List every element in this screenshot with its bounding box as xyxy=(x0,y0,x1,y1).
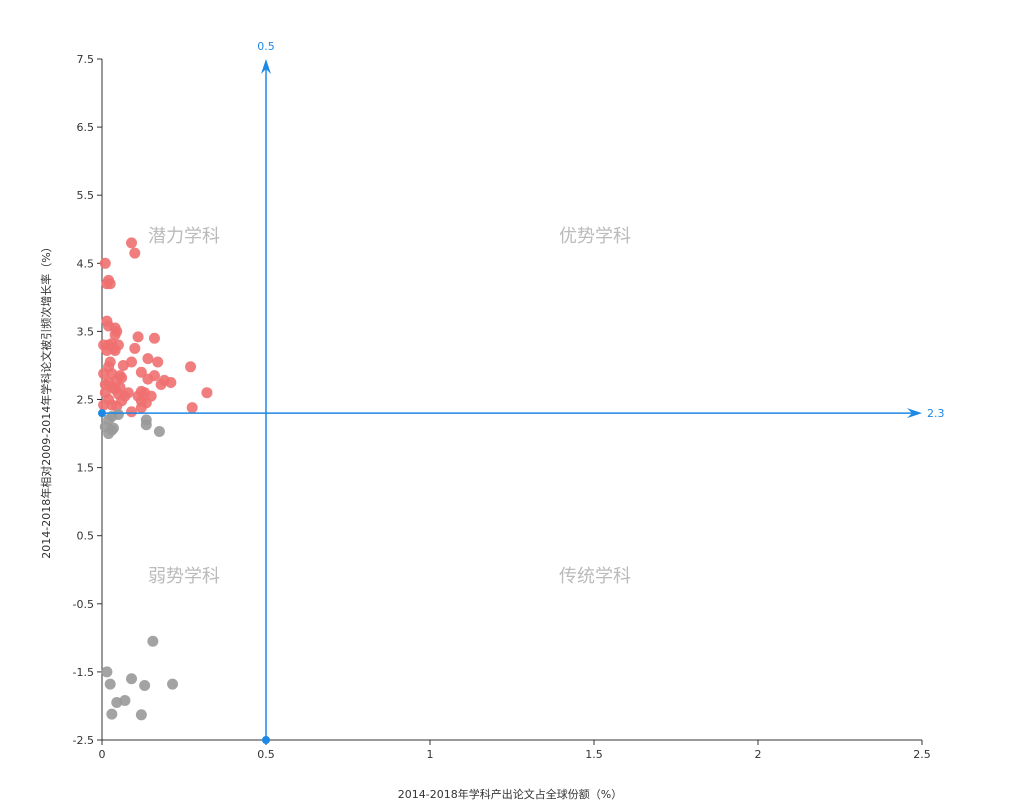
x-tick-label: 1 xyxy=(427,748,434,761)
y-tick-label: -2.5 xyxy=(73,734,94,747)
y-tick-label: 2.5 xyxy=(77,394,95,407)
data-point-below xyxy=(147,635,159,647)
data-point-above xyxy=(165,376,177,388)
y-tick-label: 4.5 xyxy=(77,257,95,270)
x-tick-label: 2 xyxy=(755,748,762,761)
x-tick-label: 0.5 xyxy=(257,748,275,761)
data-point-above xyxy=(129,342,141,354)
reference-lines: 0.5 2.3 xyxy=(98,40,945,744)
x-tick-label: 0 xyxy=(99,748,106,761)
y-tick-label: 0.5 xyxy=(77,530,95,543)
data-point-above xyxy=(185,361,197,373)
data-point-below xyxy=(153,426,165,438)
data-point-above xyxy=(99,257,111,269)
data-point-below xyxy=(119,695,131,707)
data-point-above xyxy=(109,329,121,341)
data-point-above xyxy=(126,237,138,249)
reference-arrow-horizontal xyxy=(907,408,922,419)
quadrant-label-bottom-right: 传统学科 xyxy=(559,566,631,587)
data-point-above xyxy=(201,387,213,399)
reference-label-vertical: 0.5 xyxy=(257,40,275,53)
data-point-below xyxy=(103,428,115,440)
data-point-below xyxy=(140,419,152,431)
y-tick-label: 3.5 xyxy=(77,325,95,338)
reference-start-dot-vertical xyxy=(262,736,270,744)
y-tick-label: 5.5 xyxy=(77,189,95,202)
x-axis-title: 2014-2018年学科产出论文占全球份额（%） xyxy=(398,787,622,800)
y-tick-label: 1.5 xyxy=(77,462,95,475)
data-point-below xyxy=(135,709,147,721)
data-point-above xyxy=(155,379,167,391)
reference-arrow-vertical xyxy=(261,59,271,74)
data-point-above xyxy=(148,332,160,344)
data-point-above xyxy=(104,278,116,290)
data-point-above xyxy=(152,356,164,368)
data-point-above xyxy=(142,373,154,385)
quadrant-label-top-right: 优势学科 xyxy=(559,226,631,247)
data-point-below xyxy=(167,678,179,690)
quadrant-label-bottom-left: 弱势学科 xyxy=(148,566,220,587)
data-point-below xyxy=(104,678,116,690)
y-tick-label: -1.5 xyxy=(73,666,94,679)
data-point-below xyxy=(101,666,113,678)
data-point-above xyxy=(135,366,147,378)
data-point-above xyxy=(126,406,138,418)
reference-label-horizontal: 2.3 xyxy=(927,407,945,420)
data-point-below xyxy=(126,673,138,685)
x-tick-label: 1.5 xyxy=(585,748,603,761)
data-point-above xyxy=(129,247,141,259)
quadrant-label-top-left: 潜力学科 xyxy=(148,226,220,247)
data-point-above xyxy=(117,359,129,371)
data-point-above xyxy=(111,400,123,412)
data-point-above xyxy=(142,353,154,365)
axes-layer: -2.5 -1.5 -0.5 0.5 1.5 2.5 3.5 4.5 5.5 6.5 7.5 0 0.5… xyxy=(73,53,931,761)
data-point-above xyxy=(109,344,121,356)
y-tick-label: 7.5 xyxy=(77,53,95,66)
data-point-above xyxy=(132,331,144,343)
x-tick-label: 2.5 xyxy=(913,748,931,761)
data-point-above xyxy=(186,402,198,414)
data-point-above xyxy=(98,368,110,380)
data-point-above xyxy=(98,399,110,411)
data-points xyxy=(98,237,213,721)
y-tick-label: -0.5 xyxy=(73,598,94,611)
quadrant-labels: 潜力学科 优势学科 弱势学科 传统学科 xyxy=(148,226,631,587)
data-point-below xyxy=(139,680,151,692)
data-point-above xyxy=(135,402,147,414)
data-point-below xyxy=(106,708,118,720)
y-tick-label: 6.5 xyxy=(77,121,95,134)
reference-start-dot-horizontal xyxy=(98,409,106,418)
y-axis-title: 2014-2018年相对2009-2014年学科论文被引频次增长率（%） xyxy=(39,241,53,558)
